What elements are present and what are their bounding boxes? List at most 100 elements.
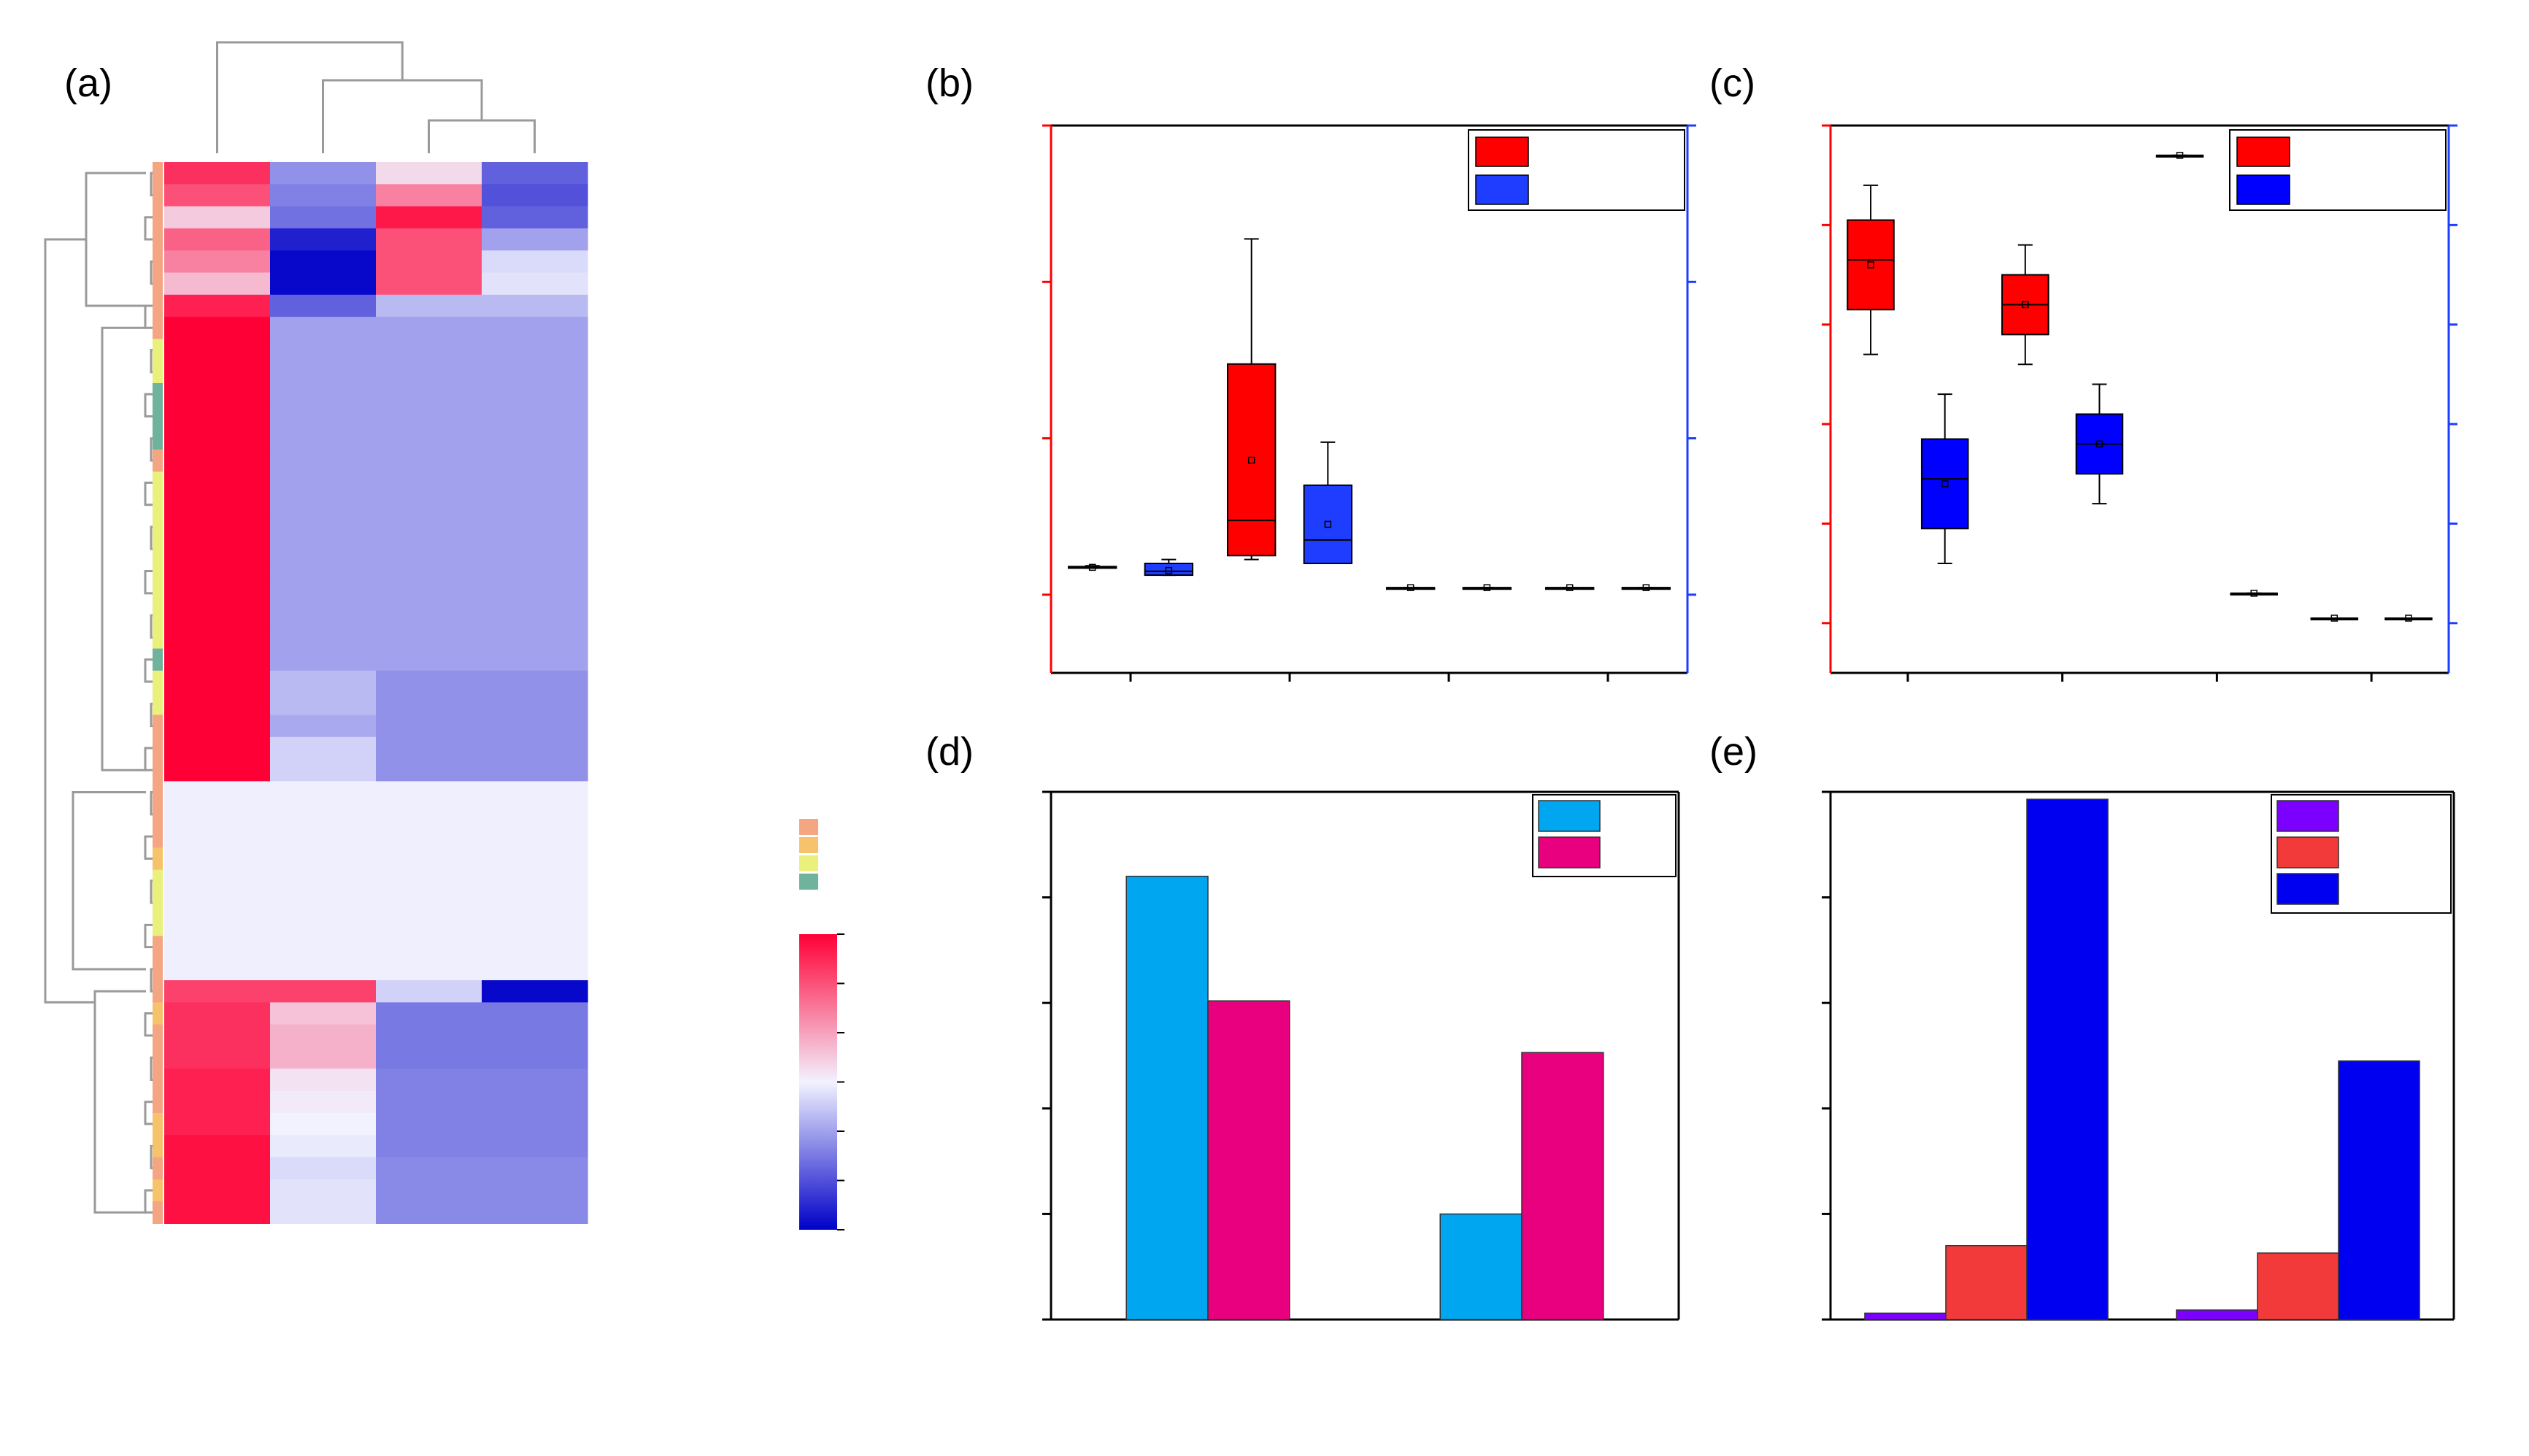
heatmap-cell <box>164 1068 271 1092</box>
bar-lj <box>1207 1000 1290 1320</box>
heatmap-cell <box>482 272 588 296</box>
heatmap-cell <box>164 693 271 716</box>
heatmap-cell <box>482 803 588 826</box>
heatmap-cell <box>164 1135 271 1158</box>
heatmap-cell <box>482 1157 588 1180</box>
class-strip-cell <box>153 294 163 317</box>
heatmap-cell <box>376 914 482 937</box>
heatmap-cell <box>376 1068 482 1092</box>
heatmap-cell <box>482 693 588 716</box>
heatmap-cell <box>376 493 482 517</box>
heatmap-cell <box>270 162 377 185</box>
box-mean-marker <box>2250 590 2257 597</box>
heatmap-cell <box>164 515 271 539</box>
heatmap-cell <box>270 449 377 472</box>
class-strip-cell <box>153 958 163 981</box>
heatmap-cell <box>376 515 482 539</box>
heatmap-cell <box>270 914 377 937</box>
heatmap-cell <box>376 582 482 605</box>
heatmap-cell <box>376 1201 482 1224</box>
heatmap-cell <box>482 891 588 914</box>
heatmap-cell <box>482 825 588 848</box>
dendrogram-branch <box>216 41 404 153</box>
panel-e-label: (e) <box>1709 730 1758 774</box>
heatmap-cell <box>376 1135 482 1158</box>
heatmap-cell <box>270 693 377 716</box>
class-strip-cell <box>153 1024 163 1047</box>
heatmap-cell <box>482 1068 588 1092</box>
heatmap-cell <box>270 648 377 671</box>
heatmap-cell <box>164 162 271 185</box>
heatmap-cell <box>376 250 482 274</box>
class-strip-cell <box>153 1112 163 1136</box>
class-legend-swatch <box>799 874 818 890</box>
heatmap-cell <box>270 980 377 1003</box>
heatmap-cell <box>376 361 482 384</box>
dendrogram-branch <box>322 79 483 153</box>
class-strip-cell <box>153 449 163 472</box>
heatmap-cell <box>482 1179 588 1202</box>
heatmap-cell <box>482 206 588 229</box>
heatmap-cell <box>482 339 588 362</box>
heatmap-cell <box>164 1047 271 1069</box>
heatmap-cell <box>376 1090 482 1114</box>
heatmap-cell <box>270 1002 377 1025</box>
heatmap-cell <box>376 449 482 472</box>
heatmap-cell <box>482 958 588 981</box>
heatmap-cell <box>270 361 377 384</box>
heatmap-cell <box>270 206 377 229</box>
column-dendrogram <box>216 41 536 153</box>
panel-b-label: (b) <box>925 61 974 105</box>
box-mean-marker <box>1642 584 1650 591</box>
heatmap-cell <box>482 1047 588 1069</box>
heatmap-cell <box>270 272 377 296</box>
box-mean-marker <box>1165 566 1173 574</box>
heatmap-cell <box>482 1024 588 1047</box>
heatmap-cell <box>376 736 482 760</box>
heatmap-cell <box>376 670 482 693</box>
heatmap-cell <box>376 162 482 185</box>
legend-swatch <box>2276 836 2339 868</box>
bar-yhmzl <box>1945 1245 2028 1320</box>
heatmap-cell <box>164 1157 271 1180</box>
class-strip-cell <box>153 626 163 650</box>
boxplot-concentration-panel <box>1042 124 1696 682</box>
heatmap-cell <box>482 228 588 251</box>
heatmap-cell <box>164 1112 271 1136</box>
class-strip-cell <box>153 162 163 185</box>
class-strip-cell <box>153 1201 163 1224</box>
box-mean-marker <box>1941 480 1949 488</box>
heatmap-cell <box>164 759 271 782</box>
heatmap-cell <box>376 1002 482 1025</box>
heatmap-cell <box>270 339 377 362</box>
heatmap-cell <box>270 582 377 605</box>
heatmap-cell <box>376 604 482 627</box>
heatmap-cell <box>482 582 588 605</box>
box-mean-marker <box>1867 261 1874 269</box>
box-mean-marker <box>1088 563 1096 571</box>
box-body <box>1920 438 1969 530</box>
heatmap-cell <box>482 714 588 738</box>
heatmap-cell <box>376 781 482 804</box>
class-strip-cell <box>153 538 163 561</box>
colorbar <box>799 934 837 1230</box>
heatmap-cell <box>164 1201 271 1224</box>
heatmap-cell <box>376 1112 482 1136</box>
heatmap-cell <box>376 1024 482 1047</box>
heatmap-cell <box>270 383 377 406</box>
dendrogram-branch <box>44 238 95 1004</box>
class-legend-swatch <box>799 819 818 835</box>
heatmap-cell <box>482 405 588 428</box>
heatmap-cell <box>376 1157 482 1180</box>
heatmap-cell <box>376 272 482 296</box>
heatmap-cell <box>482 648 588 671</box>
heatmap-cell <box>376 693 482 716</box>
box-mean-marker <box>2405 615 2412 622</box>
box-mean-marker <box>2330 615 2339 622</box>
heatmap-cell <box>482 847 588 871</box>
class-strip-cell <box>153 1135 163 1158</box>
class-strip-cell <box>153 582 163 605</box>
heatmap-cell <box>164 361 271 384</box>
heatmap-cell <box>376 648 482 671</box>
heatmap-cell <box>164 184 271 207</box>
